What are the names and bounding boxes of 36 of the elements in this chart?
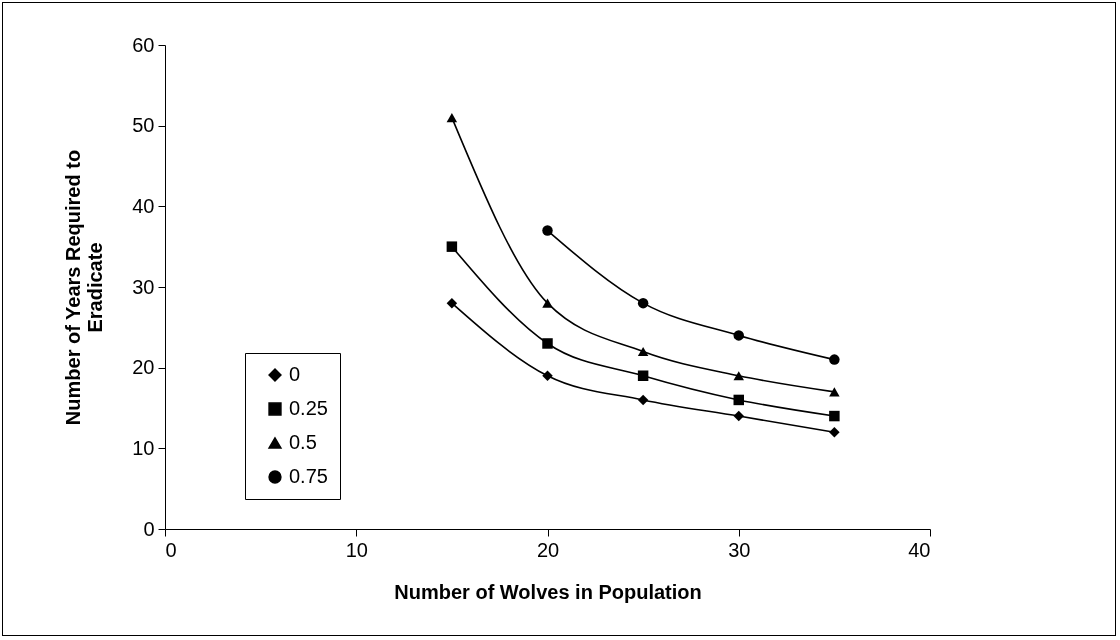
point xyxy=(829,426,840,438)
legend-label: 0.25 xyxy=(289,397,328,419)
point xyxy=(829,354,840,365)
point xyxy=(542,338,553,349)
point xyxy=(446,297,458,309)
point xyxy=(733,410,744,422)
x-tick-label: 30 xyxy=(728,538,751,561)
point xyxy=(446,241,458,252)
point xyxy=(637,297,649,309)
legend-label: 0.75 xyxy=(289,465,328,487)
legend-label: 0 xyxy=(289,363,301,385)
point xyxy=(637,346,649,357)
point xyxy=(733,330,744,341)
y-tick-label: 20 xyxy=(132,356,155,379)
y-tick-label: 50 xyxy=(132,114,155,137)
y-axis-title: Number of Years Required to Eradicate xyxy=(62,149,107,426)
y-tick-label: 40 xyxy=(132,194,155,217)
x-tick-label: 20 xyxy=(536,538,560,561)
point xyxy=(542,370,553,381)
point xyxy=(733,394,744,406)
point xyxy=(637,370,649,381)
y-tick-label: 0 xyxy=(143,517,155,540)
y-tick-label: 60 xyxy=(132,33,155,56)
x-tick-label: 10 xyxy=(345,538,368,561)
legend-label: 0.5 xyxy=(289,431,317,453)
point xyxy=(542,225,553,236)
point xyxy=(637,394,649,406)
x-tick-label: 0 xyxy=(165,538,177,561)
x-axis-title: Number of Wolves in Population xyxy=(394,580,702,603)
y-tick-label: 10 xyxy=(132,436,155,459)
point xyxy=(829,410,840,422)
y-tick-label: 30 xyxy=(132,275,155,298)
point xyxy=(446,113,458,123)
point xyxy=(542,298,553,308)
x-tick-label: 40 xyxy=(908,538,931,561)
point xyxy=(733,371,744,381)
